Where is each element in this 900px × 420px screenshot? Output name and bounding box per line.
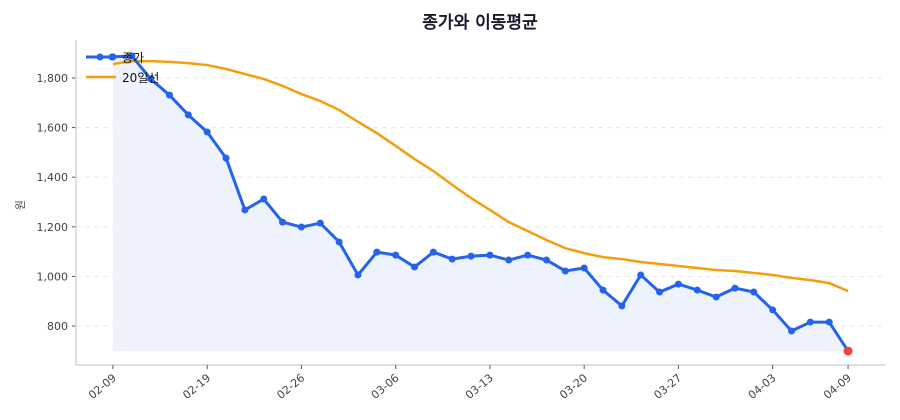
close-point — [448, 255, 456, 263]
close-point — [731, 284, 739, 292]
legend-close-marker — [96, 53, 104, 61]
close-point — [712, 293, 720, 301]
legend-close-label: 종가 — [122, 51, 144, 65]
x-tick-label: 03-20 — [557, 371, 590, 402]
close-point — [637, 271, 645, 279]
close-point — [392, 251, 400, 259]
y-tick-label: 1,200 — [37, 221, 69, 234]
x-tick-label: 03-13 — [463, 371, 496, 402]
close-point — [750, 288, 758, 296]
close-point — [769, 306, 777, 314]
close-point — [656, 288, 664, 296]
close-point — [693, 286, 701, 294]
close-line — [112, 54, 850, 352]
close-area — [112, 55, 849, 352]
x-tick-label: 04-03 — [746, 371, 779, 402]
ma20-line — [112, 59, 849, 293]
y-tick-label: 1,400 — [37, 171, 69, 184]
close-point — [354, 271, 362, 279]
close-point — [297, 223, 305, 231]
close-point — [147, 75, 155, 83]
close-point — [599, 286, 607, 294]
y-tick-label: 800 — [47, 320, 68, 333]
close-point — [241, 206, 249, 214]
close-point — [165, 91, 173, 99]
chart-title: 종가와 이동평균 — [422, 13, 538, 33]
y-axis-label: 원 — [14, 200, 27, 210]
legend: 종가 20일선 — [86, 51, 159, 85]
x-tick-label: 02-26 — [275, 371, 308, 402]
x-tick-label: 03-06 — [369, 371, 402, 402]
y-tick-label: 1,800 — [37, 72, 69, 85]
close-point — [505, 256, 513, 264]
close-point — [316, 219, 324, 227]
x-tick-label: 03-27 — [651, 371, 684, 402]
last-close-point — [843, 346, 853, 356]
close-point — [279, 218, 287, 226]
close-point — [411, 263, 419, 271]
close-point — [467, 252, 475, 260]
close-point — [674, 280, 682, 288]
close-point — [788, 327, 796, 335]
close-point — [429, 248, 437, 256]
close-point — [561, 267, 569, 275]
close-point — [373, 248, 381, 256]
x-tick-label: 02-19 — [180, 371, 213, 402]
series-lines — [109, 52, 853, 356]
x-tick-label: 02-09 — [86, 371, 119, 402]
close-point — [524, 251, 532, 259]
close-point — [580, 264, 588, 272]
y-tick-label: 1,600 — [37, 122, 69, 135]
close-point — [618, 302, 626, 310]
legend-ma-label: 20일선 — [122, 71, 159, 85]
close-point — [806, 318, 814, 326]
area-fill — [112, 55, 849, 352]
close-point — [203, 128, 211, 136]
legend-close-marker — [108, 53, 116, 61]
close-point — [335, 238, 343, 246]
close-point — [222, 154, 230, 162]
close-point — [486, 251, 494, 259]
close-point — [825, 318, 833, 326]
close-point — [184, 111, 192, 119]
close-point — [128, 52, 136, 60]
close-point — [542, 256, 550, 264]
y-tick-label: 1,000 — [37, 270, 69, 283]
close-point — [260, 195, 268, 203]
x-tick-label: 04-09 — [821, 371, 854, 402]
